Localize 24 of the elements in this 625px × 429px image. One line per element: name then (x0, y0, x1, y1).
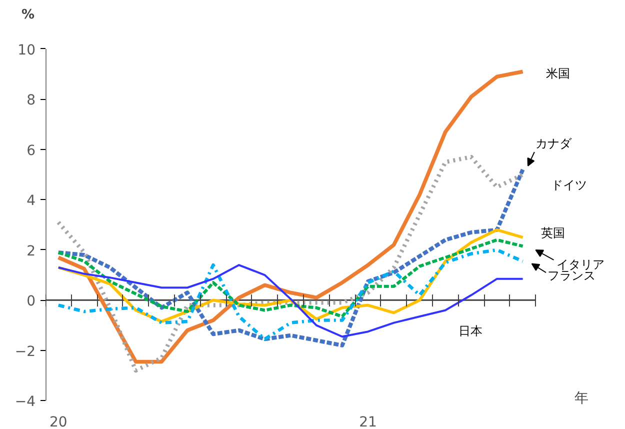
x-tick-label: 20 (49, 414, 68, 429)
line-series (56, 154, 525, 373)
line-series (56, 168, 525, 348)
y-axis-title: % (22, 8, 35, 22)
line-series (56, 248, 524, 341)
y-tick-label: 0 (26, 294, 36, 310)
y-tick-label: 10 (18, 42, 36, 58)
series-label: カナダ (536, 136, 573, 151)
y-tick-label: 4 (26, 193, 36, 210)
y-tick-label: 6 (26, 142, 36, 159)
x-axis-title: 年 (574, 390, 588, 407)
line-series (57, 264, 524, 338)
series-label: 米国 (546, 66, 570, 80)
text: ドイツ (551, 178, 588, 192)
series-label: 日本 (458, 324, 482, 338)
x-tick-label: 21 (359, 414, 377, 429)
text: イタリア (556, 257, 604, 272)
line-series (56, 70, 525, 364)
y-tick-label: −2 (14, 344, 36, 360)
y-tick-label: 8 (26, 92, 36, 109)
series-label: 英国 (540, 226, 565, 240)
y-tick-label: −4 (14, 394, 36, 410)
line-series (56, 238, 524, 318)
y-tick-label: 2 (26, 243, 36, 260)
